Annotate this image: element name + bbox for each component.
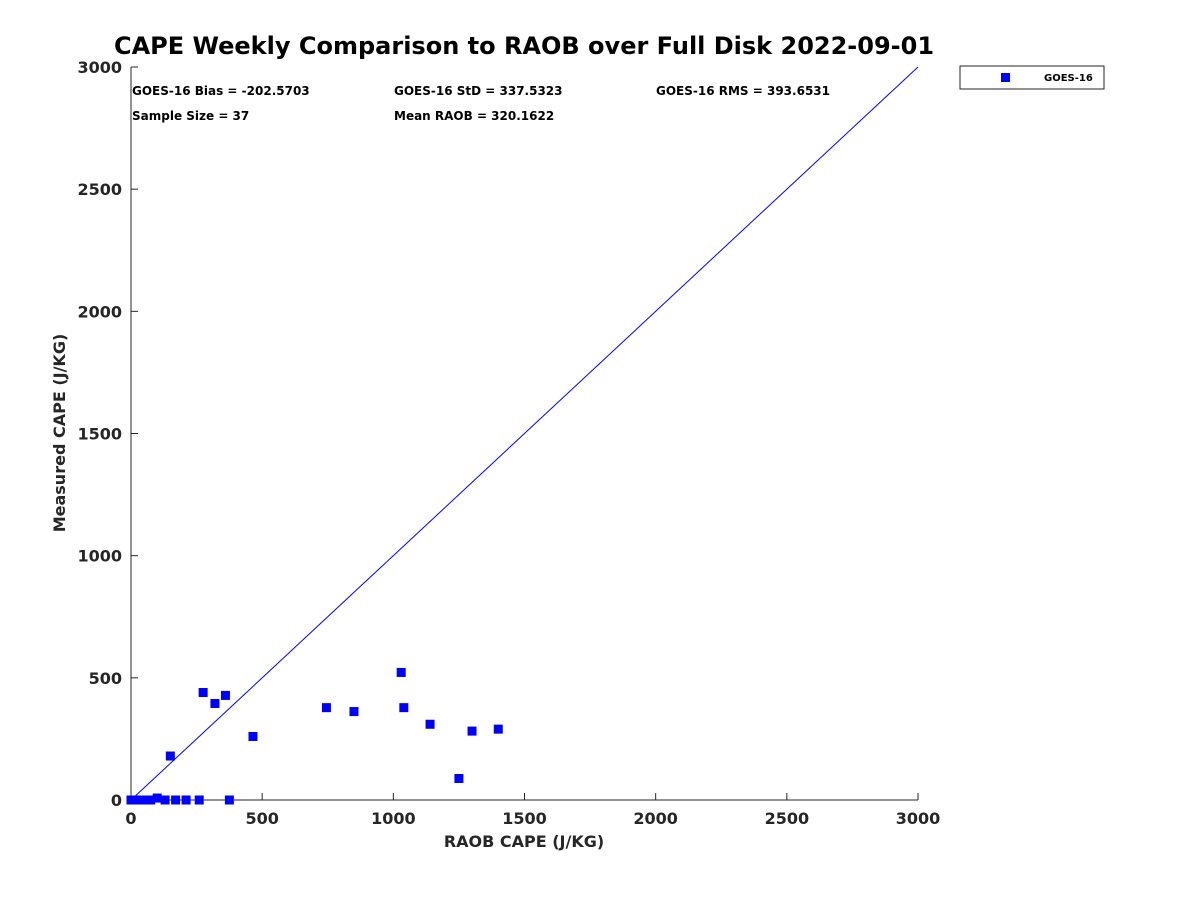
- data-point: [224, 795, 234, 805]
- y-tick-label: 2000: [77, 302, 122, 321]
- data-point: [194, 795, 204, 805]
- identity-reference-line: [130, 66, 919, 801]
- stat-sample-size: Sample Size = 37: [132, 109, 249, 123]
- y-tick-label: 1500: [77, 425, 122, 444]
- legend: GOES-16: [959, 65, 1105, 90]
- y-tick-label: 1000: [77, 547, 122, 566]
- data-point: [152, 793, 162, 803]
- data-point: [493, 724, 503, 734]
- plot-area: 0 500 1000 1500 2000 2500 3000 0 500 1000 1500 200…: [77, 58, 940, 828]
- data-point: [248, 731, 258, 741]
- x-tick-label: 2000: [633, 809, 678, 828]
- y-axis-label: Measured CAPE (J/KG): [50, 334, 69, 533]
- data-point: [425, 719, 435, 729]
- data-point: [171, 795, 181, 805]
- data-point: [349, 707, 359, 717]
- stat-bias: GOES-16 Bias = -202.5703: [132, 84, 310, 98]
- x-ticks: 0 500 1000 1500 2000 2500 3000: [125, 793, 940, 828]
- legend-marker: [1001, 73, 1010, 82]
- x-tick-label: 2500: [765, 809, 810, 828]
- data-point: [220, 690, 230, 700]
- y-ticks: 0 500 1000 1500 2000 2500 3000: [77, 58, 138, 810]
- stat-std: GOES-16 StD = 337.5323: [394, 84, 563, 98]
- data-point: [454, 773, 464, 783]
- data-point: [198, 687, 208, 697]
- stat-mean-raob: Mean RAOB = 320.1622: [394, 109, 554, 123]
- data-point: [160, 795, 170, 805]
- data-point: [321, 703, 331, 713]
- stat-rms: GOES-16 RMS = 393.6531: [656, 84, 830, 98]
- y-tick-label: 3000: [77, 58, 122, 77]
- x-tick-label: 0: [125, 809, 136, 828]
- data-point: [210, 698, 220, 708]
- x-tick-label: 500: [245, 809, 278, 828]
- y-tick-label: 500: [89, 669, 122, 688]
- data-point: [399, 703, 409, 713]
- chart-title: CAPE Weekly Comparison to RAOB over Full…: [114, 32, 934, 60]
- x-tick-label: 1500: [502, 809, 547, 828]
- data-points: [126, 667, 503, 805]
- x-tick-label: 1000: [371, 809, 416, 828]
- legend-box: [959, 65, 1105, 90]
- y-tick-label: 2500: [77, 180, 122, 199]
- data-point: [146, 795, 156, 805]
- x-tick-label: 3000: [896, 809, 941, 828]
- x-axis-label: RAOB CAPE (J/KG): [444, 832, 604, 851]
- data-point: [396, 667, 406, 677]
- y-tick-label: 0: [111, 791, 122, 810]
- data-point: [165, 751, 175, 761]
- legend-label: GOES-16: [1044, 73, 1093, 84]
- data-point: [181, 795, 191, 805]
- data-point: [467, 726, 477, 736]
